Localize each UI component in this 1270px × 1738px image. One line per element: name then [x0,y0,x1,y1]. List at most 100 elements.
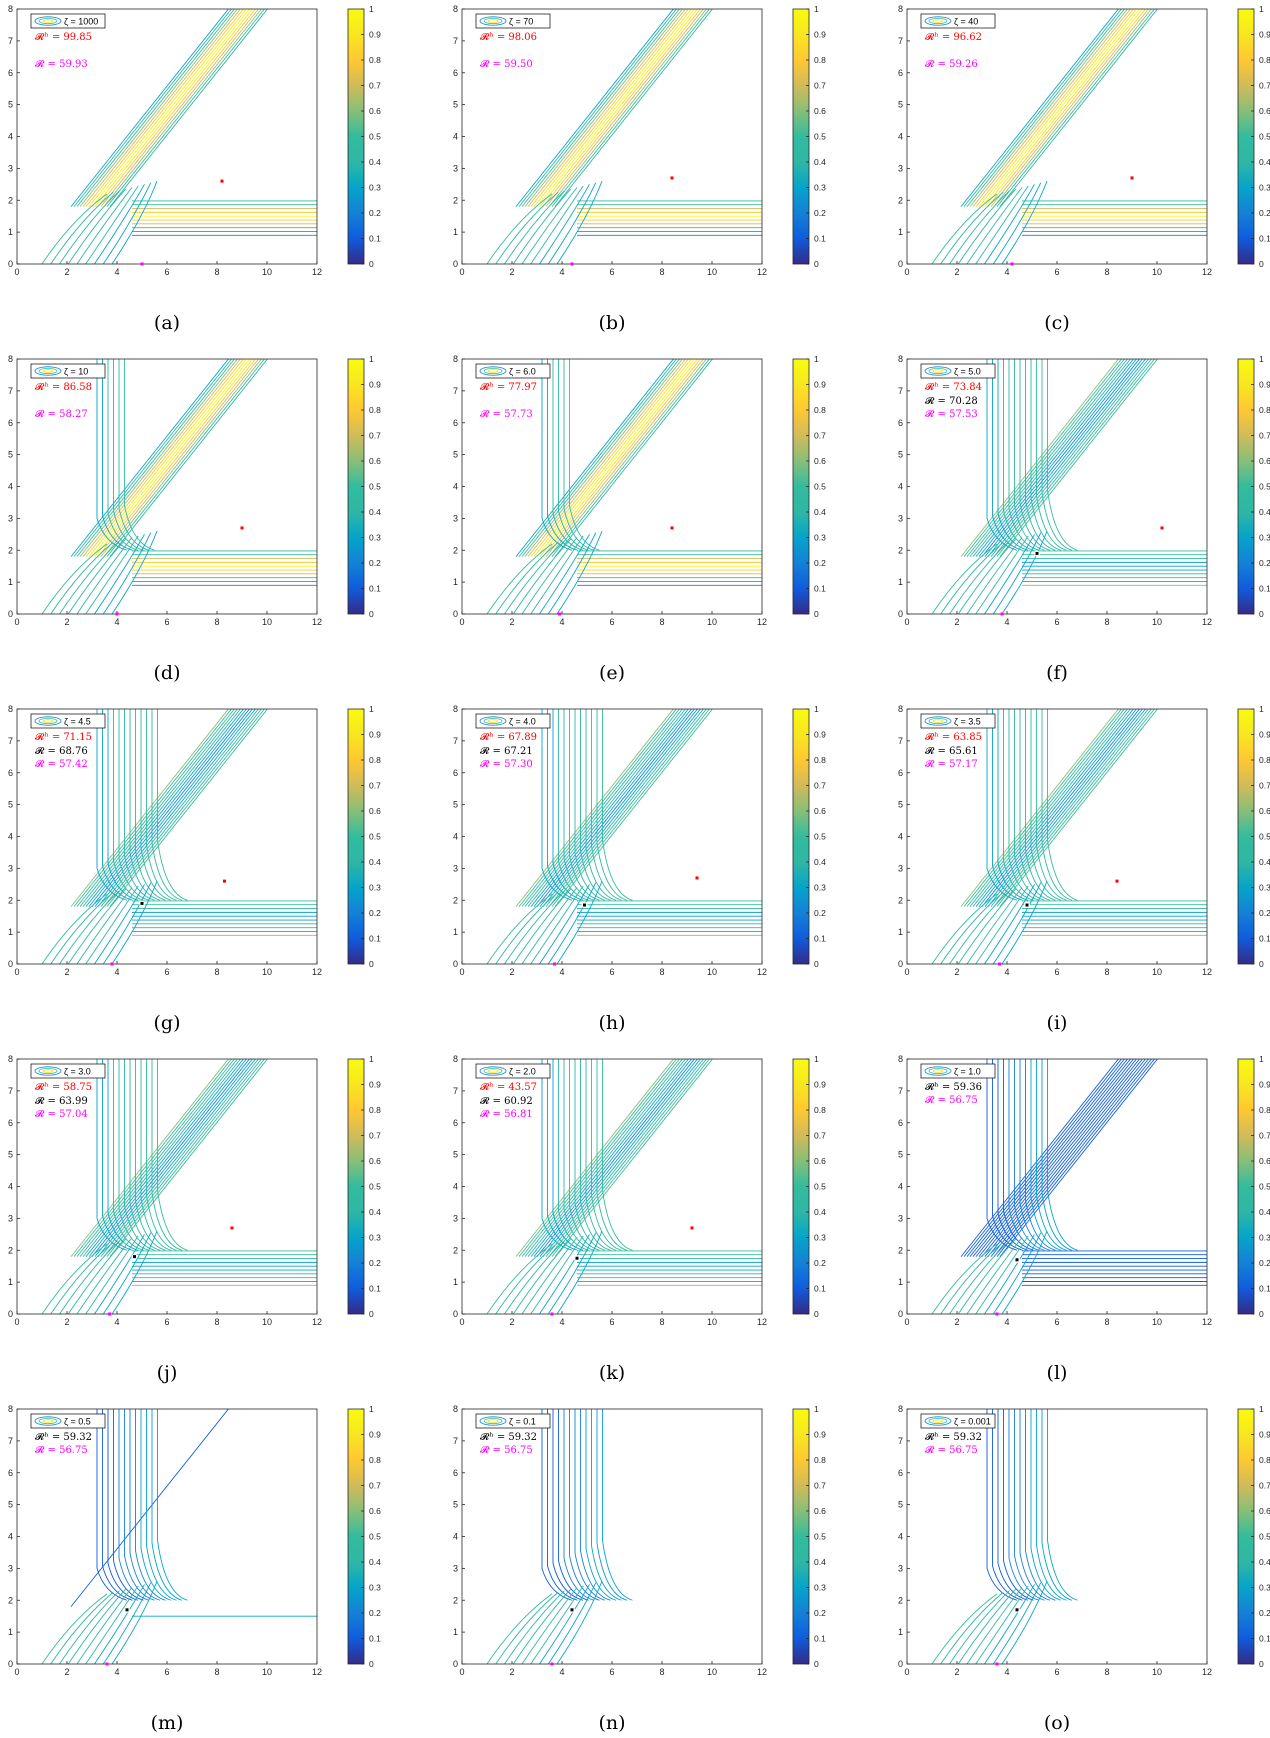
channel-contour [1036,359,1067,551]
y-tick-label: 5 [453,1500,458,1510]
flank-contour [94,884,145,964]
ridge-contour [545,709,704,907]
colorbar-tick-label: 0.7 [1259,1481,1270,1491]
contour-lines [931,1409,1078,1664]
colorbar-tick-label: 0.2 [369,208,381,218]
colorbar-tick-label: 0.1 [814,934,826,944]
channel-contour [986,359,1018,551]
magenta-marker [105,1662,109,1666]
channel-contour [602,1059,633,1251]
ridge-contour [966,9,1125,207]
panel-caption: (k) [599,1362,625,1384]
channel-contour [1036,1409,1067,1601]
colorbar-tick-label: 0 [1259,1659,1264,1669]
y-tick-label: 1 [898,227,903,237]
ridge-contour [981,9,1140,207]
ridge-contour [978,359,1137,557]
flank-contour [59,190,120,264]
ridge-contour [984,709,1143,907]
flank-contour [50,191,114,264]
ridge-contour [103,359,262,557]
flank-contour [85,1235,139,1314]
legend: ζ = 3.5 [920,713,996,729]
panel-caption: (i) [1047,1012,1068,1034]
y-tick-label: 2 [453,1595,458,1605]
channel-contour [157,1059,188,1251]
y-tick-label: 3 [898,513,903,523]
y-tick-label: 5 [453,1150,458,1160]
colorbar-tick-label: 1 [369,704,374,714]
magenta-marker [110,962,114,966]
colorbar-tick-label: 0.9 [1259,30,1270,40]
x-tick-label: 4 [1004,617,1009,627]
legend-zeta-label: ζ = 40 [954,17,978,27]
y-tick-label: 3 [8,1213,13,1223]
x-tick-label: 4 [114,1667,119,1677]
x-tick-label: 10 [262,967,272,977]
colorbar-tick-label: 0.4 [1259,1207,1270,1217]
legend-zeta-label: ζ = 3.0 [64,1067,91,1077]
flank-contour [957,1238,1017,1314]
y-tick-label: 7 [898,36,903,46]
flank-contour [495,191,559,264]
ridge-contour [987,1059,1146,1257]
colorbar-tick-label: 0.5 [1259,832,1270,842]
ridge-contour [88,709,247,907]
colorbar-tick-label: 0.3 [1259,883,1270,893]
panel-caption: (n) [598,1712,625,1734]
colorbar-tick-label: 0.1 [1259,584,1270,594]
channel-contour [552,1059,584,1251]
contour-lines [41,9,317,264]
y-tick-label: 8 [898,1054,903,1064]
ridge-contour [527,359,686,557]
colorbar-tick-label: 0.5 [1259,132,1270,142]
x-tick-label: 2 [954,1667,959,1677]
ridge-contour [990,359,1149,557]
contour-lines [931,709,1207,964]
y-tick-label: 2 [898,895,903,905]
ridge-contour [530,1059,689,1257]
colorbar: 0 0.1 0.2 0.3 0.4 0.5 0.6 0.7 0.8 0.9 1 [347,1404,381,1669]
ridge-contour [530,359,689,557]
y-tick-label: 0 [453,609,458,619]
channel-contour [96,1059,128,1251]
channel-contour [563,709,595,901]
y-tick-label: 7 [8,1086,13,1096]
channel-contour [135,1409,166,1601]
colorbar-tick-label: 0.8 [369,405,381,415]
flank-contour [984,1584,1035,1664]
ridge-contour [73,1059,232,1257]
colorbar-tick-label: 0 [1259,1309,1264,1319]
x-tick-label: 6 [1054,267,1059,277]
colorbar-tick-label: 0.3 [1259,533,1270,543]
ridge-contour [106,359,265,557]
x-tick-label: 8 [1104,967,1109,977]
colorbar: 0 0.1 0.2 0.3 0.4 0.5 0.6 0.7 0.8 0.9 1 [347,1054,381,1319]
flank-contour [59,890,120,964]
colorbar-tick-label: 0.2 [369,558,381,568]
y-tick-label: 2 [8,1595,13,1605]
y-tick-label: 2 [898,1595,903,1605]
channel-contour [552,1409,584,1601]
channel-contour [1025,1059,1056,1251]
channel-contour [135,1059,166,1251]
y-tick-label: 2 [8,195,13,205]
x-tick-label: 0 [14,1667,19,1677]
ridge-contour [533,359,692,557]
legend: ζ = 1.0 [920,1063,996,1079]
flank-contour [486,193,553,264]
y-tick-label: 0 [453,1659,458,1669]
y-tick-label: 8 [8,704,13,714]
x-tick-label: 10 [707,1317,717,1327]
y-tick-label: 6 [898,1118,903,1128]
colorbar-tick-label: 0.9 [814,730,826,740]
plot-area [462,359,762,614]
ridge-contour [97,359,256,557]
r-value-text: 𝓡 = 57.73 [480,408,533,420]
flank-contour [940,191,1004,264]
flank-contour [111,180,158,264]
legend-zeta-label: ζ = 0.5 [64,1417,91,1427]
